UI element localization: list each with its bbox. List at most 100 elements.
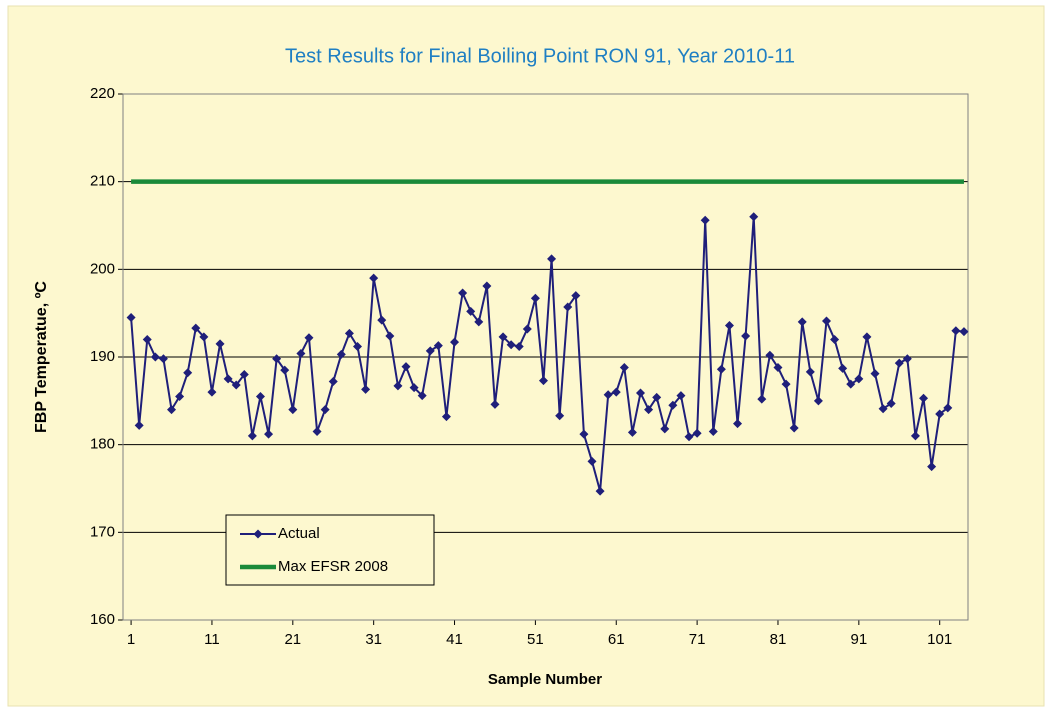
y-tick-label: 190 <box>90 348 115 365</box>
x-tick-label: 101 <box>927 631 952 648</box>
marker <box>733 419 743 429</box>
series-line <box>130 216 965 492</box>
marker <box>571 291 581 301</box>
marker <box>482 281 492 291</box>
marker <box>676 391 686 401</box>
marker <box>765 350 775 360</box>
plot-area <box>122 93 969 621</box>
marker <box>700 215 710 225</box>
marker <box>247 431 257 441</box>
marker <box>902 354 912 364</box>
x-axis-label: Sample Number <box>488 671 602 688</box>
x-tick-label: 21 <box>284 631 301 648</box>
marker <box>441 412 451 422</box>
marker <box>183 368 193 378</box>
legend-label: Max EFSR 2008 <box>278 558 388 575</box>
marker <box>538 376 548 386</box>
marker <box>328 377 338 387</box>
marker <box>239 370 249 380</box>
marker <box>361 384 371 394</box>
marker <box>207 387 217 397</box>
marker <box>425 346 435 356</box>
marker <box>352 341 362 351</box>
marker <box>514 341 524 351</box>
legend <box>225 514 435 586</box>
marker <box>296 348 306 358</box>
marker <box>433 341 443 351</box>
marker <box>530 293 540 303</box>
marker <box>134 420 144 430</box>
y-tick-label: 220 <box>90 85 115 102</box>
marker <box>377 315 387 325</box>
marker <box>652 392 662 402</box>
marker <box>506 340 516 350</box>
marker <box>692 428 702 438</box>
x-tick-label: 61 <box>608 631 625 648</box>
marker <box>458 288 468 298</box>
marker <box>668 400 678 410</box>
marker <box>627 427 637 437</box>
marker <box>919 393 929 403</box>
marker <box>862 332 872 342</box>
marker <box>587 456 597 466</box>
marker <box>167 405 177 415</box>
marker <box>336 349 346 359</box>
marker <box>805 367 815 377</box>
marker <box>344 328 354 338</box>
marker <box>272 354 282 364</box>
marker <box>563 302 573 312</box>
marker <box>231 380 241 390</box>
y-tick-label: 170 <box>90 523 115 540</box>
y-tick-label: 160 <box>90 611 115 628</box>
marker <box>910 431 920 441</box>
marker <box>393 381 403 391</box>
marker <box>498 332 508 342</box>
marker <box>716 364 726 374</box>
marker <box>741 331 751 341</box>
marker <box>320 405 330 415</box>
marker <box>708 427 718 437</box>
marker <box>369 273 379 283</box>
marker <box>401 362 411 372</box>
marker <box>579 429 589 439</box>
marker <box>280 365 290 375</box>
marker <box>846 379 856 389</box>
x-tick-label: 11 <box>204 631 220 648</box>
legend-label: Actual <box>278 525 320 542</box>
marker <box>312 427 322 437</box>
marker <box>603 390 613 400</box>
marker <box>215 339 225 349</box>
marker <box>288 405 298 415</box>
marker <box>757 394 767 404</box>
marker <box>781 379 791 389</box>
marker <box>660 424 670 434</box>
marker <box>255 391 265 401</box>
marker <box>797 317 807 327</box>
x-tick-label: 41 <box>446 631 463 648</box>
marker <box>821 316 831 326</box>
y-tick-label: 210 <box>90 173 115 190</box>
y-tick-label: 180 <box>90 436 115 453</box>
marker <box>894 358 904 368</box>
marker <box>749 212 759 222</box>
marker <box>304 333 314 343</box>
marker <box>175 391 185 401</box>
marker <box>191 323 201 333</box>
x-tick-label: 51 <box>527 631 544 648</box>
marker <box>886 398 896 408</box>
marker <box>644 405 654 415</box>
legend-marker <box>253 529 263 539</box>
marker <box>951 326 961 336</box>
marker <box>854 374 864 384</box>
marker <box>158 354 168 364</box>
chart-title: Test Results for Final Boiling Point RON… <box>285 45 795 67</box>
marker <box>409 383 419 393</box>
x-tick-label: 31 <box>365 631 382 648</box>
marker <box>522 324 532 334</box>
marker <box>959 327 969 337</box>
marker <box>595 486 605 496</box>
x-tick-label: 81 <box>770 631 787 648</box>
marker <box>417 391 427 401</box>
marker <box>789 423 799 433</box>
